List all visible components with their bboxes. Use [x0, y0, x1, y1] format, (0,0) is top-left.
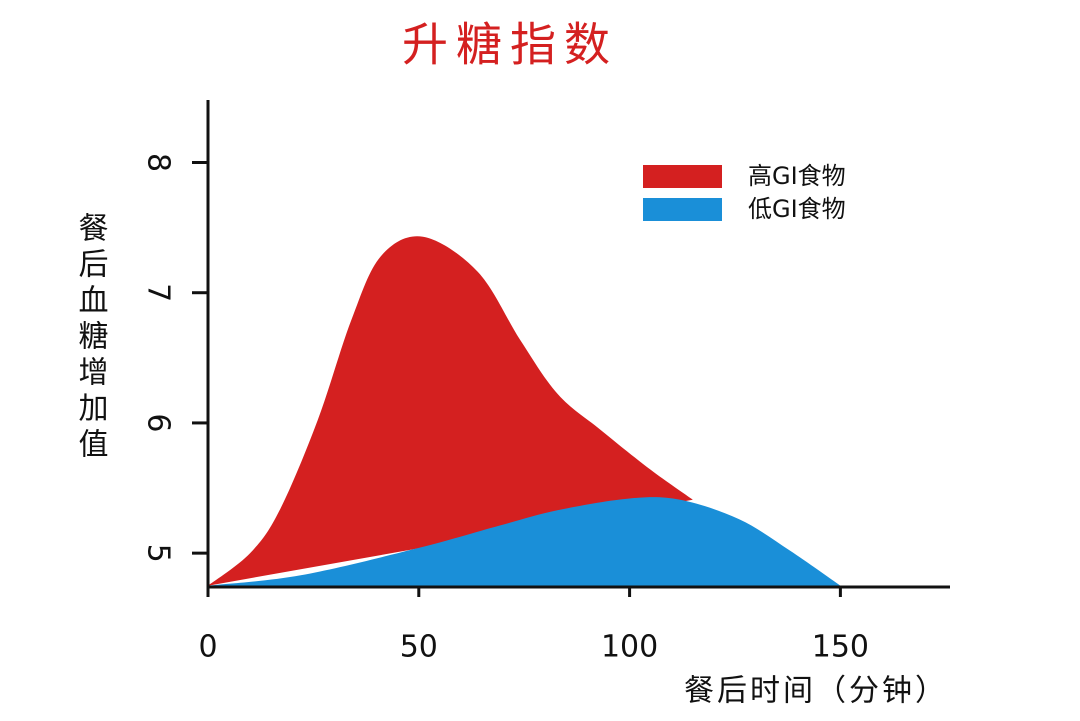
legend-label: 低GI食物 [748, 195, 846, 223]
x-tick-label: 150 [812, 630, 869, 665]
area [208, 236, 693, 586]
y-tick-label: 8 [141, 153, 176, 172]
x-tick-label: 0 [198, 630, 217, 665]
y-tick-label: 6 [141, 413, 176, 432]
chart-title: 升糖指数 [402, 18, 618, 72]
y-tick-label: 5 [141, 544, 176, 563]
y-axis-label: 餐后血糖增加值 [73, 212, 109, 464]
y-tick-label: 7 [141, 283, 176, 302]
legend-label: 高GI食物 [748, 162, 846, 190]
x-tick-label: 100 [601, 630, 658, 665]
legend-swatch [643, 198, 722, 221]
area [208, 497, 841, 586]
x-tick-label: 50 [400, 630, 438, 665]
legend-swatch [643, 165, 722, 188]
x-axis-label: 餐后时间（分钟） [684, 674, 948, 709]
